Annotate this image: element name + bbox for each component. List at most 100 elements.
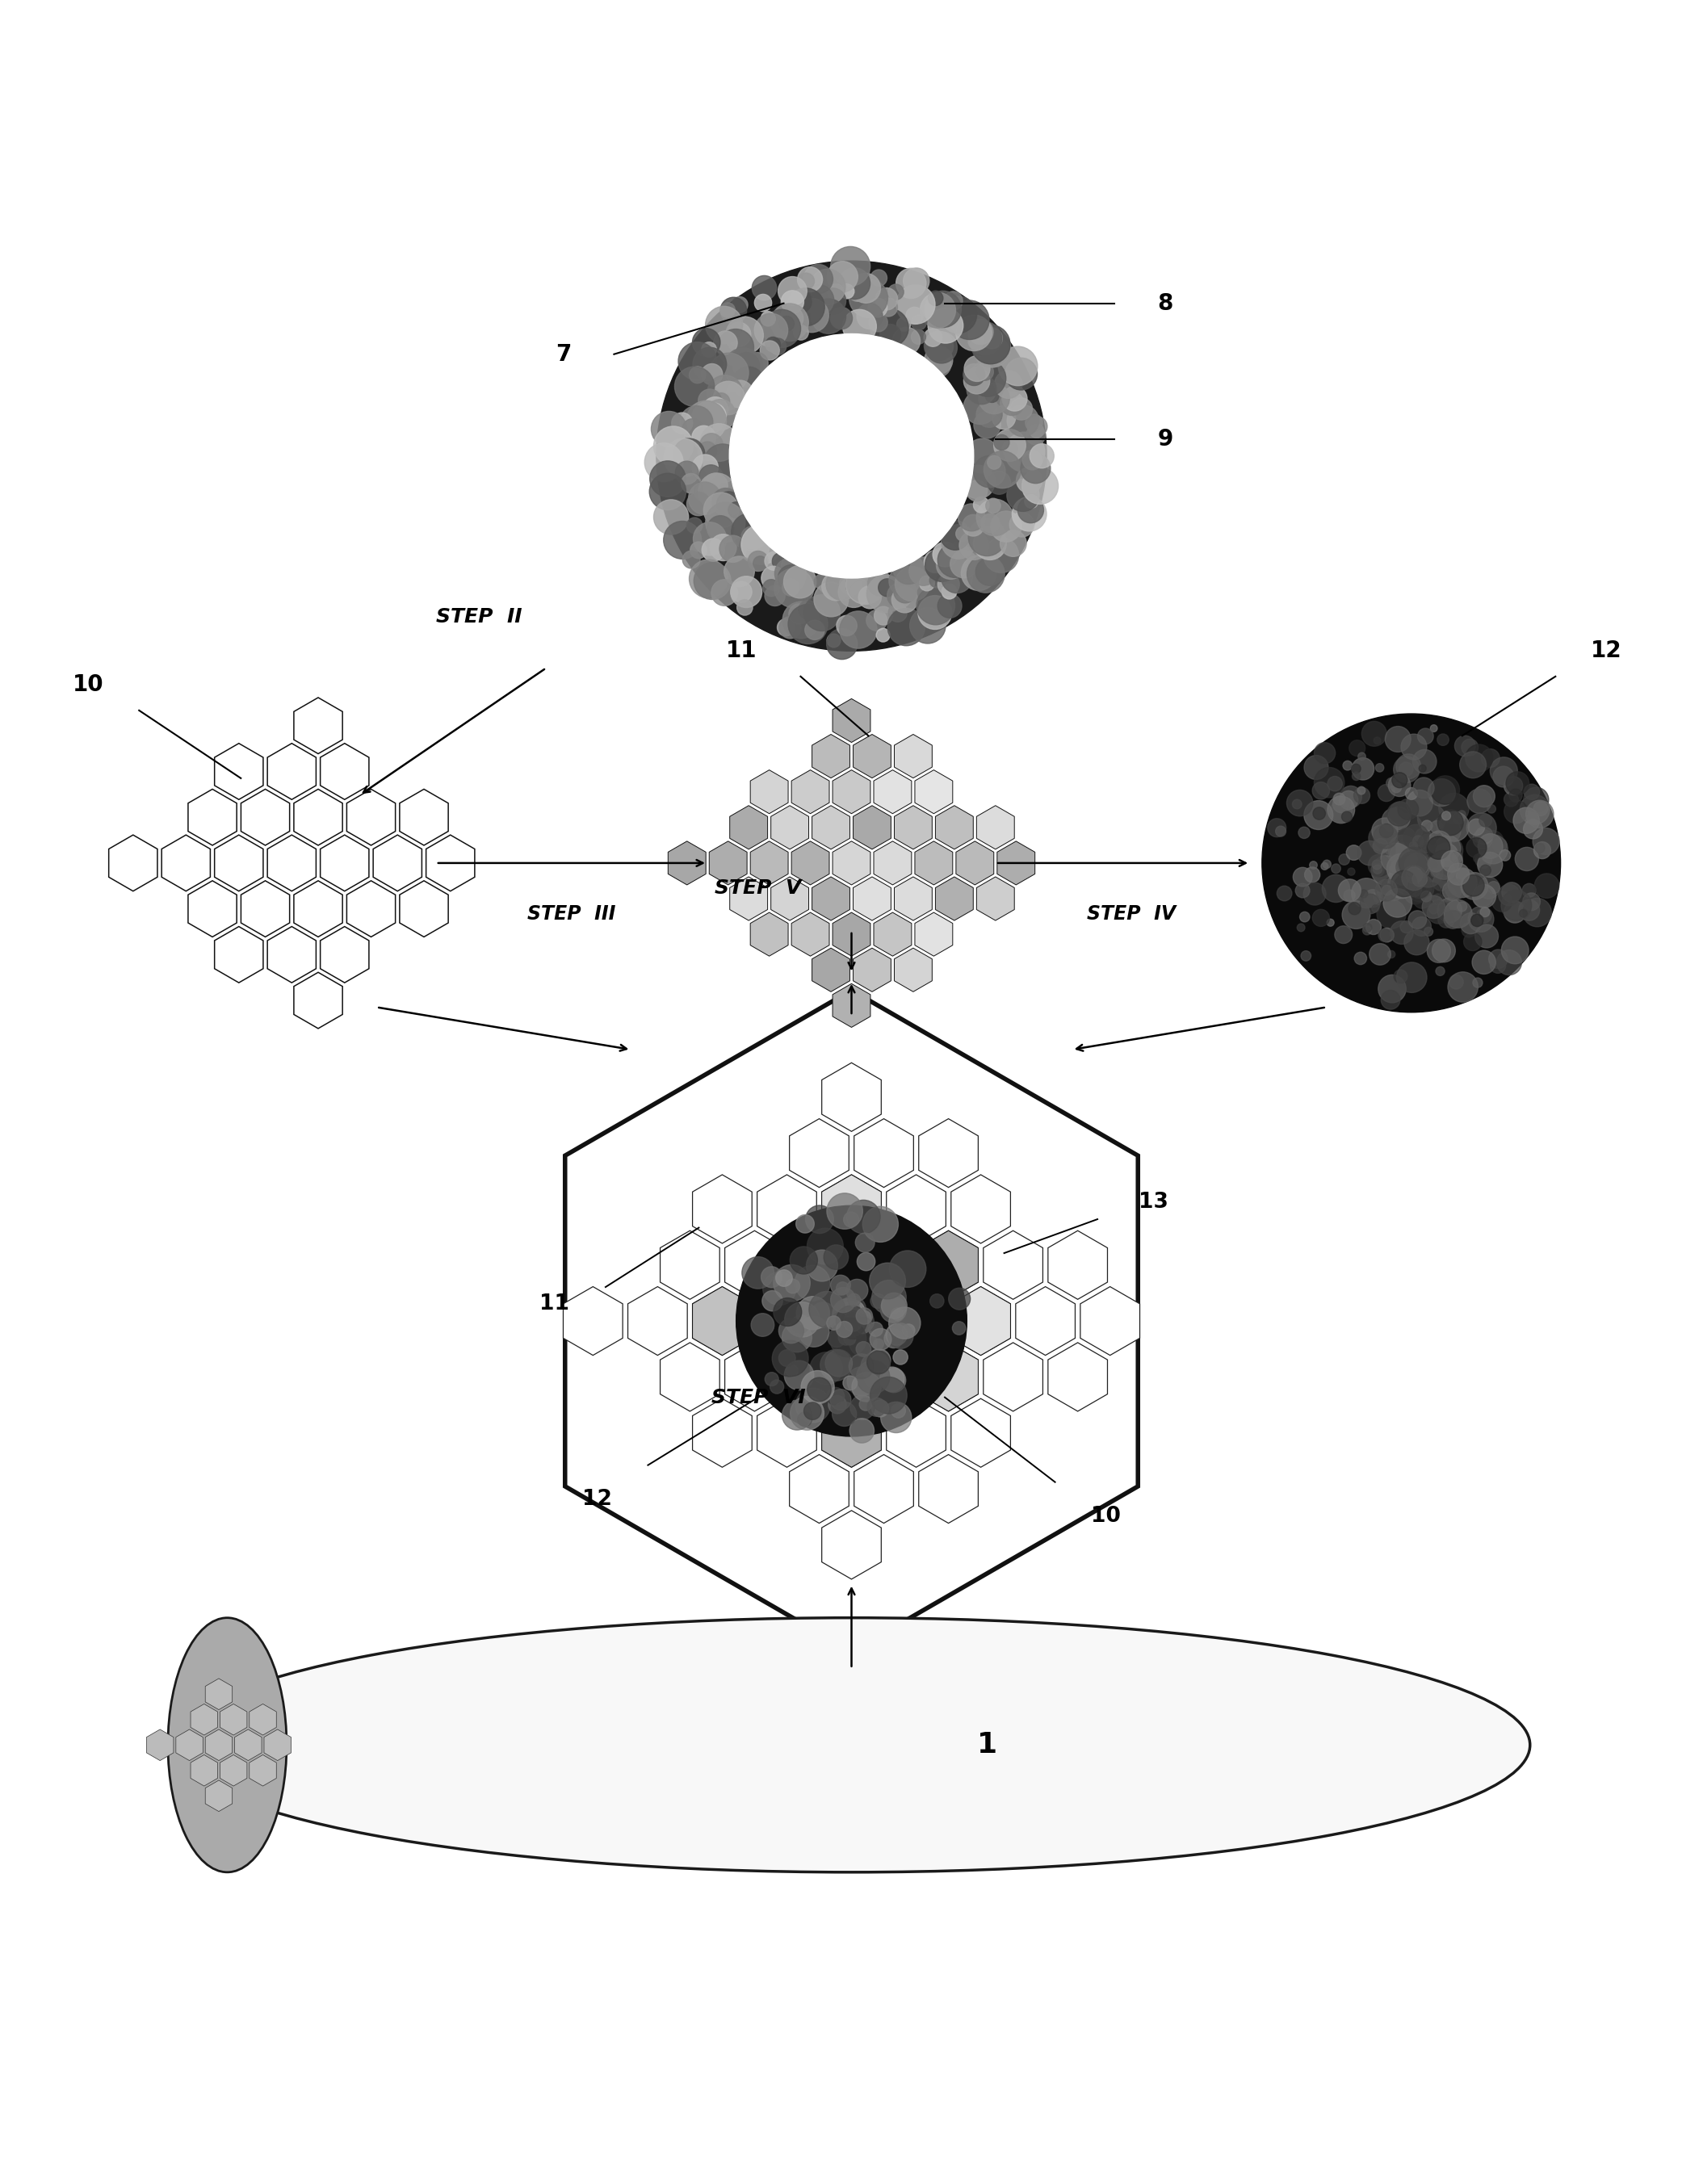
Polygon shape bbox=[771, 876, 809, 919]
Circle shape bbox=[840, 1317, 857, 1334]
Polygon shape bbox=[955, 841, 995, 885]
Circle shape bbox=[1296, 882, 1310, 898]
Circle shape bbox=[679, 406, 714, 439]
Circle shape bbox=[778, 317, 794, 332]
Polygon shape bbox=[1047, 1230, 1107, 1299]
Circle shape bbox=[843, 1212, 858, 1227]
Circle shape bbox=[754, 314, 788, 347]
Circle shape bbox=[896, 566, 930, 601]
Circle shape bbox=[809, 269, 845, 306]
Circle shape bbox=[1413, 891, 1431, 909]
Circle shape bbox=[1388, 869, 1417, 898]
Circle shape bbox=[712, 393, 731, 411]
Circle shape bbox=[1030, 443, 1054, 467]
Circle shape bbox=[691, 454, 719, 480]
Circle shape bbox=[788, 605, 828, 644]
Circle shape bbox=[720, 304, 736, 317]
Circle shape bbox=[1393, 815, 1424, 843]
Polygon shape bbox=[220, 1704, 247, 1734]
Circle shape bbox=[850, 1396, 875, 1420]
Circle shape bbox=[831, 1313, 850, 1332]
Polygon shape bbox=[792, 913, 829, 957]
Polygon shape bbox=[295, 788, 342, 845]
Circle shape bbox=[731, 513, 768, 550]
Circle shape bbox=[925, 550, 947, 572]
Circle shape bbox=[920, 577, 935, 592]
Polygon shape bbox=[918, 1230, 978, 1299]
Circle shape bbox=[1327, 919, 1333, 926]
Circle shape bbox=[1473, 854, 1482, 863]
Polygon shape bbox=[693, 1286, 753, 1356]
Circle shape bbox=[1502, 882, 1522, 902]
Polygon shape bbox=[725, 1230, 785, 1299]
Circle shape bbox=[1408, 841, 1417, 850]
Polygon shape bbox=[295, 972, 342, 1029]
Circle shape bbox=[1298, 828, 1310, 839]
Circle shape bbox=[1381, 885, 1391, 895]
Circle shape bbox=[1352, 878, 1381, 909]
Circle shape bbox=[710, 535, 736, 561]
Circle shape bbox=[746, 352, 768, 373]
Circle shape bbox=[974, 411, 1001, 439]
Circle shape bbox=[1431, 845, 1439, 852]
Circle shape bbox=[1471, 915, 1483, 926]
Text: 11: 11 bbox=[540, 1293, 569, 1315]
Circle shape bbox=[1526, 799, 1553, 828]
Circle shape bbox=[1027, 417, 1047, 437]
Circle shape bbox=[785, 1361, 814, 1389]
Circle shape bbox=[998, 347, 1037, 387]
Circle shape bbox=[1459, 913, 1482, 935]
Circle shape bbox=[1431, 869, 1439, 878]
Circle shape bbox=[1437, 810, 1463, 836]
Circle shape bbox=[1432, 893, 1444, 904]
Circle shape bbox=[1390, 869, 1403, 882]
Polygon shape bbox=[823, 1175, 880, 1243]
Circle shape bbox=[870, 1376, 908, 1413]
Circle shape bbox=[969, 360, 1006, 397]
Circle shape bbox=[1378, 784, 1395, 802]
Circle shape bbox=[760, 341, 780, 360]
Circle shape bbox=[1362, 721, 1386, 747]
Circle shape bbox=[1402, 734, 1427, 760]
Circle shape bbox=[1335, 926, 1352, 943]
Circle shape bbox=[1400, 852, 1425, 878]
Circle shape bbox=[778, 277, 807, 306]
Circle shape bbox=[867, 572, 892, 596]
Circle shape bbox=[976, 500, 1013, 535]
Polygon shape bbox=[109, 834, 157, 891]
Polygon shape bbox=[823, 1398, 880, 1468]
Circle shape bbox=[1424, 852, 1444, 871]
Polygon shape bbox=[758, 1286, 817, 1356]
Circle shape bbox=[1465, 745, 1494, 771]
Circle shape bbox=[884, 1330, 903, 1348]
Circle shape bbox=[1446, 878, 1466, 900]
Circle shape bbox=[853, 1310, 874, 1332]
Circle shape bbox=[1461, 871, 1488, 900]
Circle shape bbox=[1437, 898, 1461, 922]
Circle shape bbox=[928, 308, 964, 343]
Circle shape bbox=[870, 1262, 906, 1299]
Circle shape bbox=[1417, 804, 1446, 832]
Circle shape bbox=[732, 352, 760, 380]
Circle shape bbox=[1427, 856, 1444, 871]
Circle shape bbox=[1010, 513, 1034, 537]
Circle shape bbox=[800, 1372, 834, 1404]
Circle shape bbox=[1458, 810, 1466, 819]
Polygon shape bbox=[983, 1343, 1042, 1411]
Polygon shape bbox=[1015, 1286, 1075, 1356]
Circle shape bbox=[1327, 775, 1342, 791]
Circle shape bbox=[911, 330, 926, 345]
Circle shape bbox=[925, 290, 960, 328]
Circle shape bbox=[1385, 845, 1396, 854]
Circle shape bbox=[1502, 937, 1529, 963]
Circle shape bbox=[840, 1295, 867, 1324]
Circle shape bbox=[1369, 826, 1395, 852]
Circle shape bbox=[705, 400, 736, 430]
Circle shape bbox=[829, 1321, 867, 1356]
Circle shape bbox=[1478, 852, 1502, 878]
Circle shape bbox=[811, 1352, 843, 1385]
Circle shape bbox=[678, 343, 717, 380]
Circle shape bbox=[1373, 860, 1381, 869]
Circle shape bbox=[1504, 775, 1522, 795]
Circle shape bbox=[896, 269, 926, 299]
